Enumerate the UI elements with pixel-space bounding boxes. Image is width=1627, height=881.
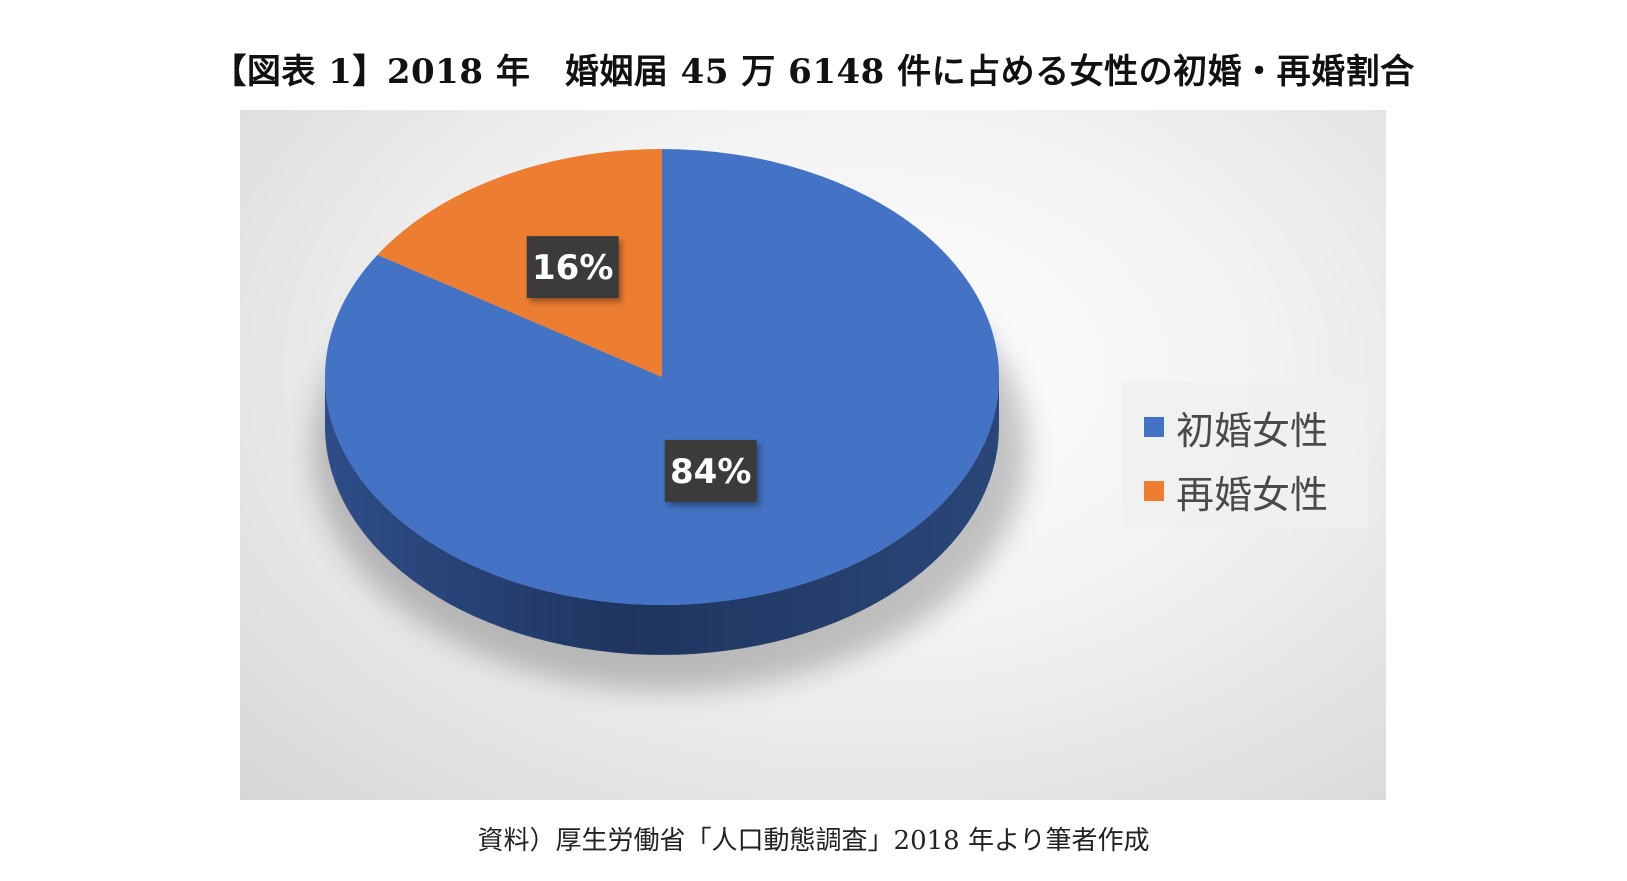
- legend-label-remarriage: 再婚女性: [1176, 472, 1329, 517]
- legend-item-first-marriage: 初婚女性: [1144, 402, 1329, 453]
- chart-area: 84% 16% 初婚女性 再婚女性: [240, 110, 1386, 800]
- chart-title: 【図表 1】2018 年 婚姻届 45 万 6148 件に占める女性の初婚・再婚…: [212, 52, 1415, 92]
- data-label-box: [526, 236, 619, 299]
- data-label-box: [664, 439, 757, 502]
- pie-slice-remarriage: [377, 149, 662, 377]
- data-label-text: 16%: [532, 248, 613, 288]
- data-label-first-marriage: 84%: [664, 439, 757, 502]
- pie-side-first-marriage: [325, 377, 999, 655]
- legend-item-remarriage: 再婚女性: [1144, 466, 1329, 517]
- pie-chart: 84% 16%: [313, 149, 1027, 691]
- legend-swatch-first-marriage: [1144, 417, 1164, 437]
- legend-label-first-marriage: 初婚女性: [1176, 408, 1329, 453]
- pie-slice-first-marriage: [324, 149, 999, 605]
- data-label-text: 84%: [670, 452, 751, 492]
- source-note: 資料）厚生労働省「人口動態調査」2018 年より筆者作成: [477, 826, 1150, 856]
- chart-legend: 初婚女性 再婚女性: [1122, 382, 1368, 528]
- legend-swatch-remarriage: [1144, 481, 1164, 501]
- data-label-remarriage: 16%: [526, 236, 619, 299]
